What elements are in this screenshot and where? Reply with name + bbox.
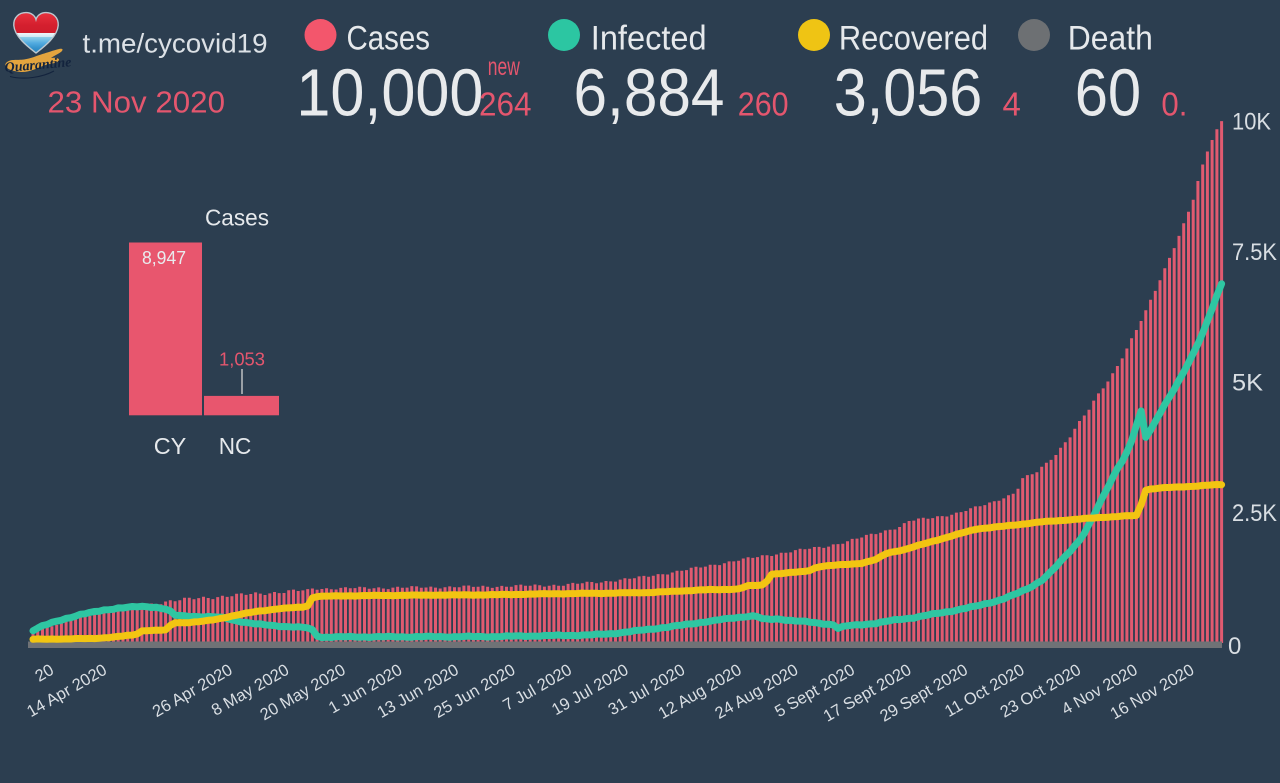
svg-text:Infected: Infected [591,20,707,58]
svg-text:1,053: 1,053 [219,349,265,370]
svg-text:new: new [488,53,521,81]
svg-text:3,056: 3,056 [834,56,983,131]
svg-text:4: 4 [1003,86,1021,123]
svg-text:0.: 0. [1161,86,1187,123]
svg-text:NC: NC [219,433,252,459]
svg-text:5K: 5K [1232,370,1263,397]
svg-text:10K: 10K [1232,109,1271,136]
svg-text:6,884: 6,884 [574,56,725,131]
svg-text:23 Nov 2020: 23 Nov 2020 [48,85,226,120]
svg-text:7.5K: 7.5K [1232,239,1277,266]
svg-text:264: 264 [479,86,532,123]
svg-text:Cases: Cases [205,205,269,231]
svg-text:60: 60 [1075,56,1142,131]
svg-text:Quarantine: Quarantine [4,55,72,76]
svg-text:Cases: Cases [347,20,431,58]
svg-text:10,000: 10,000 [296,56,483,131]
svg-text:t.me/cycovid19: t.me/cycovid19 [83,29,268,59]
svg-text:2.5K: 2.5K [1232,500,1277,527]
svg-text:CY: CY [154,433,187,459]
svg-text:Recovered: Recovered [839,20,988,58]
svg-text:8,947: 8,947 [142,248,186,268]
svg-text:Death: Death [1068,20,1153,58]
svg-text:0: 0 [1228,633,1241,660]
svg-text:260: 260 [738,86,789,123]
